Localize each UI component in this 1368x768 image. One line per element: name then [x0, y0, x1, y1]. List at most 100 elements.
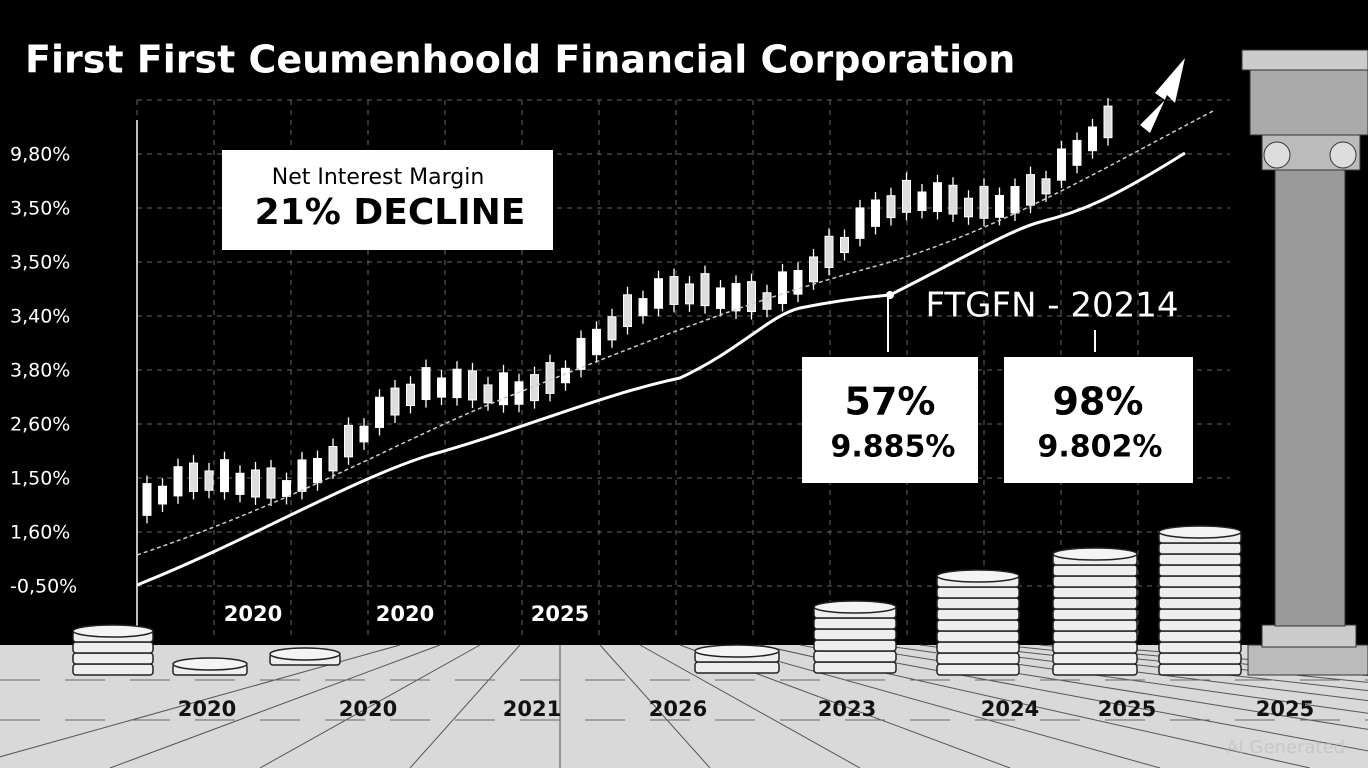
coin	[813, 639, 897, 652]
pillar	[1241, 49, 1368, 676]
coin	[1052, 652, 1138, 665]
coin-top	[813, 600, 897, 614]
floor-label: 2020	[339, 697, 397, 721]
coin	[72, 641, 154, 654]
coin-top	[269, 647, 341, 661]
trend-line	[136, 151, 1186, 587]
coin-top	[1052, 547, 1138, 561]
candle-body	[948, 184, 958, 215]
candle-body	[731, 282, 741, 312]
candles	[142, 98, 1113, 524]
x-tick-label: 2025	[531, 602, 589, 626]
x-tick-label: 2020	[224, 602, 282, 626]
coin	[1052, 586, 1138, 599]
candle-body	[328, 446, 338, 472]
candle-body	[917, 191, 927, 212]
coin	[936, 586, 1020, 599]
candle-body	[158, 485, 167, 505]
coin	[1052, 641, 1138, 654]
coin	[72, 663, 154, 676]
candle-body	[344, 424, 353, 458]
coin	[1052, 663, 1138, 676]
arrow	[1140, 58, 1185, 133]
candle-body	[1041, 178, 1051, 195]
x-axis-labels: 2020 2020 2025	[224, 602, 589, 626]
pillar-entablature	[1249, 69, 1368, 136]
stat-box	[802, 357, 978, 483]
candle-body	[189, 462, 198, 492]
y-tick-label: 3,40%	[10, 306, 70, 328]
coin	[936, 663, 1020, 676]
candle-body	[452, 368, 462, 399]
candle-body	[313, 457, 322, 484]
candle-body	[483, 384, 493, 404]
y-tick-label: -0,50%	[10, 576, 77, 598]
coin	[1158, 553, 1242, 566]
x-tick-label: 2020	[376, 602, 434, 626]
coin	[1158, 586, 1242, 599]
floor-line	[109, 644, 441, 768]
y-tick-label: 3,50%	[10, 198, 70, 220]
candle-body	[1072, 139, 1082, 166]
coin-top	[936, 569, 1020, 583]
candle-body	[204, 470, 214, 491]
pillar-shaft	[1274, 169, 1346, 627]
candle-body	[235, 472, 245, 495]
candle-body	[437, 377, 446, 398]
candle-body	[886, 195, 896, 219]
candle-body	[297, 459, 307, 492]
coin	[936, 619, 1020, 632]
stat-value: 98%	[1053, 380, 1144, 424]
coin-top	[1158, 525, 1242, 539]
floor-label: 2024	[981, 697, 1039, 721]
candle-body	[1088, 126, 1097, 152]
candle-body	[669, 276, 679, 305]
coin-top	[172, 657, 248, 671]
coin	[72, 652, 154, 665]
candle-body	[499, 372, 508, 406]
candle-body	[359, 425, 369, 443]
floor	[0, 645, 1368, 768]
floor-label: 2025	[1256, 697, 1314, 721]
floor-line	[409, 644, 521, 768]
coin	[1158, 641, 1242, 654]
coin	[1158, 564, 1242, 577]
callout-label: Net Interest Margin	[272, 165, 485, 190]
title: First First Ceumenhoold Financial Corpor…	[25, 38, 1015, 82]
floor-label: 2021	[503, 697, 561, 721]
candle-body	[282, 480, 291, 497]
y-axis-labels: 9,80% 3,50% 3,50% 3,40% 3,80% 2,60% 1,50% 1,60%…	[10, 144, 77, 598]
callout-headline: 21% DECLINE	[255, 192, 526, 233]
candle-body	[716, 287, 725, 309]
candle-body	[700, 273, 710, 307]
coin	[1158, 542, 1242, 555]
candle-body	[995, 194, 1004, 218]
candle-body	[902, 179, 911, 213]
coin	[1052, 597, 1138, 610]
candle-body	[220, 459, 229, 493]
coin-top	[694, 644, 780, 658]
coin	[813, 628, 897, 641]
y-tick-label: 2,60%	[10, 414, 70, 436]
candle-body	[778, 271, 787, 304]
y-tick-label: 3,50%	[10, 252, 70, 274]
y-tick-label: 3,80%	[10, 360, 70, 382]
candle-body	[979, 185, 989, 219]
candle-body	[390, 387, 400, 416]
coin	[1158, 663, 1242, 676]
floor-label: 2026	[649, 697, 707, 721]
candle-body	[545, 362, 555, 394]
y-tick-label: 1,60%	[10, 522, 70, 544]
coin	[694, 661, 780, 674]
candle-body	[824, 235, 834, 268]
floor-line	[879, 644, 1368, 714]
watermark: AI Generated	[1226, 737, 1345, 758]
stat-box	[1004, 357, 1193, 483]
stat-value: 57%	[845, 380, 936, 424]
pillar-base	[1261, 624, 1357, 648]
coin	[813, 661, 897, 674]
candle-body	[375, 396, 384, 428]
candle-body	[1010, 186, 1020, 214]
candle-body	[933, 182, 942, 212]
